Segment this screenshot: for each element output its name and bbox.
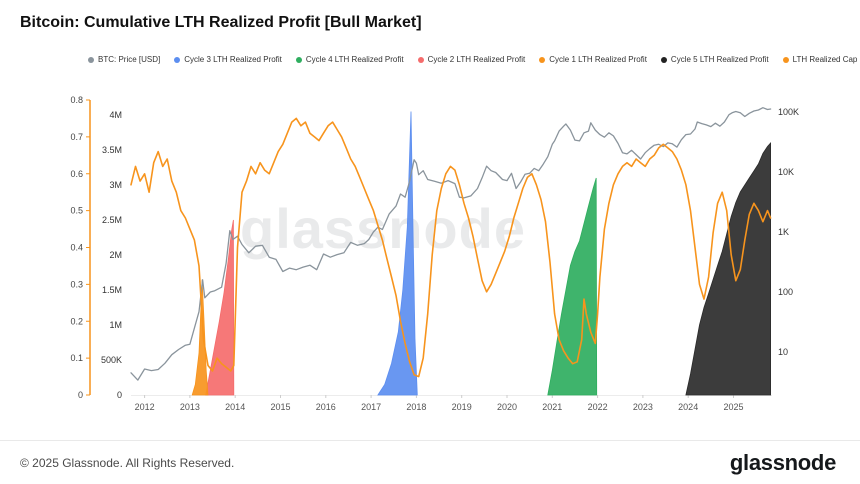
x-axis-years: 2012 2013 2014 2015 2016 2017 2018 2019 2020 2021…	[135, 395, 744, 412]
svg-text:1K: 1K	[778, 227, 789, 237]
y-axis-left-millions: 0 500K 1M 1.5M 2M 2.5M 3M 3.5M 4M	[101, 110, 122, 400]
legend-swatch-icon	[295, 56, 302, 63]
legend-swatch-icon	[782, 56, 789, 63]
series-cycle-2	[205, 219, 235, 396]
svg-text:2015: 2015	[270, 402, 290, 412]
svg-text:0.4: 0.4	[70, 243, 83, 253]
legend-item[interactable]: BTC: Price [USD]	[88, 55, 160, 64]
svg-text:2025: 2025	[723, 402, 743, 412]
svg-text:2017: 2017	[361, 402, 381, 412]
svg-text:3M: 3M	[109, 180, 122, 190]
chart-plot-area[interactable]: 0 0.1 0.2 0.3 0.4 0.5 0.6 0.7 0.8 0 500K 1M 1.5M 2M 2.…	[0, 0, 860, 434]
svg-text:0.1: 0.1	[70, 353, 83, 363]
svg-text:0.8: 0.8	[70, 95, 83, 105]
legend-item[interactable]: LTH Realized Cap (%)	[782, 55, 860, 64]
legend-item[interactable]: Cycle 4 LTH Realized Profit	[295, 55, 404, 64]
y-axis-right-price: 10 100 1K 10K 100K	[778, 107, 799, 357]
legend-swatch-icon	[174, 56, 181, 63]
svg-text:2023: 2023	[633, 402, 653, 412]
series-cycle-5	[685, 141, 771, 396]
svg-text:2012: 2012	[135, 402, 155, 412]
svg-text:0.6: 0.6	[70, 169, 83, 179]
svg-text:4M: 4M	[109, 110, 122, 120]
series-cycle-1	[191, 279, 209, 396]
chart-title: Bitcoin: Cumulative LTH Realized Profit …	[20, 14, 422, 31]
series-btc-price	[130, 107, 772, 381]
legend-item-label: Cycle 3 LTH Realized Profit	[184, 55, 282, 64]
svg-text:10: 10	[778, 347, 788, 357]
svg-text:100K: 100K	[778, 107, 799, 117]
legend-item[interactable]: Cycle 2 LTH Realized Profit	[417, 55, 526, 64]
footer: © 2025 Glassnode. All Rights Reserved. g…	[0, 440, 860, 484]
legend-item-label: BTC: Price [USD]	[98, 55, 161, 64]
svg-text:10K: 10K	[778, 167, 794, 177]
copyright-text: © 2025 Glassnode. All Rights Reserved.	[20, 455, 235, 470]
glassnode-logo: glassnode	[729, 449, 836, 475]
legend-item[interactable]: Cycle 3 LTH Realized Profit	[174, 55, 282, 64]
svg-text:2020: 2020	[497, 402, 517, 412]
svg-text:2021: 2021	[542, 402, 562, 412]
legend-item-label: Cycle 2 LTH Realized Profit	[427, 55, 526, 64]
legend-item[interactable]: Cycle 1 LTH Realized Profit	[539, 55, 647, 64]
svg-text:2014: 2014	[225, 402, 245, 412]
legend-swatch-icon	[88, 56, 94, 63]
legend-swatch-icon	[417, 56, 424, 63]
svg-text:2024: 2024	[678, 402, 698, 412]
legend-item-label: Cycle 1 LTH Realized Profit	[549, 55, 647, 64]
svg-text:2M: 2M	[109, 250, 122, 260]
svg-text:0.2: 0.2	[70, 316, 83, 326]
svg-text:1.5M: 1.5M	[102, 285, 122, 295]
svg-text:0.5: 0.5	[70, 206, 83, 216]
svg-text:0.7: 0.7	[70, 132, 83, 142]
svg-text:3.5M: 3.5M	[102, 145, 122, 155]
svg-text:2018: 2018	[406, 402, 426, 412]
svg-text:2022: 2022	[588, 402, 608, 412]
series-cycle-3	[377, 111, 418, 396]
legend-item-label: LTH Realized Cap (%)	[792, 55, 860, 64]
svg-text:1M: 1M	[109, 320, 122, 330]
legend-item[interactable]: Cycle 5 LTH Realized Profit	[660, 55, 769, 64]
svg-text:500K: 500K	[101, 355, 122, 365]
svg-text:2013: 2013	[180, 402, 200, 412]
legend: BTC: Price [USD] Cycle 3 LTH Realized Pro…	[88, 55, 860, 64]
svg-text:0: 0	[117, 390, 122, 400]
legend-swatch-icon	[660, 56, 667, 63]
legend-item-label: Cycle 5 LTH Realized Profit	[670, 55, 769, 64]
svg-text:2.5M: 2.5M	[102, 215, 122, 225]
svg-text:100: 100	[778, 287, 793, 297]
series-lth-realized-cap-pct	[130, 117, 772, 378]
svg-text:0.3: 0.3	[70, 279, 83, 289]
y-axis-left-pct: 0 0.1 0.2 0.3 0.4 0.5 0.6 0.7 0.8	[70, 95, 91, 400]
svg-text:0: 0	[78, 390, 83, 400]
legend-swatch-icon	[539, 56, 546, 63]
svg-text:2019: 2019	[452, 402, 472, 412]
svg-text:2016: 2016	[316, 402, 336, 412]
legend-item-label: Cycle 4 LTH Realized Profit	[305, 55, 404, 64]
